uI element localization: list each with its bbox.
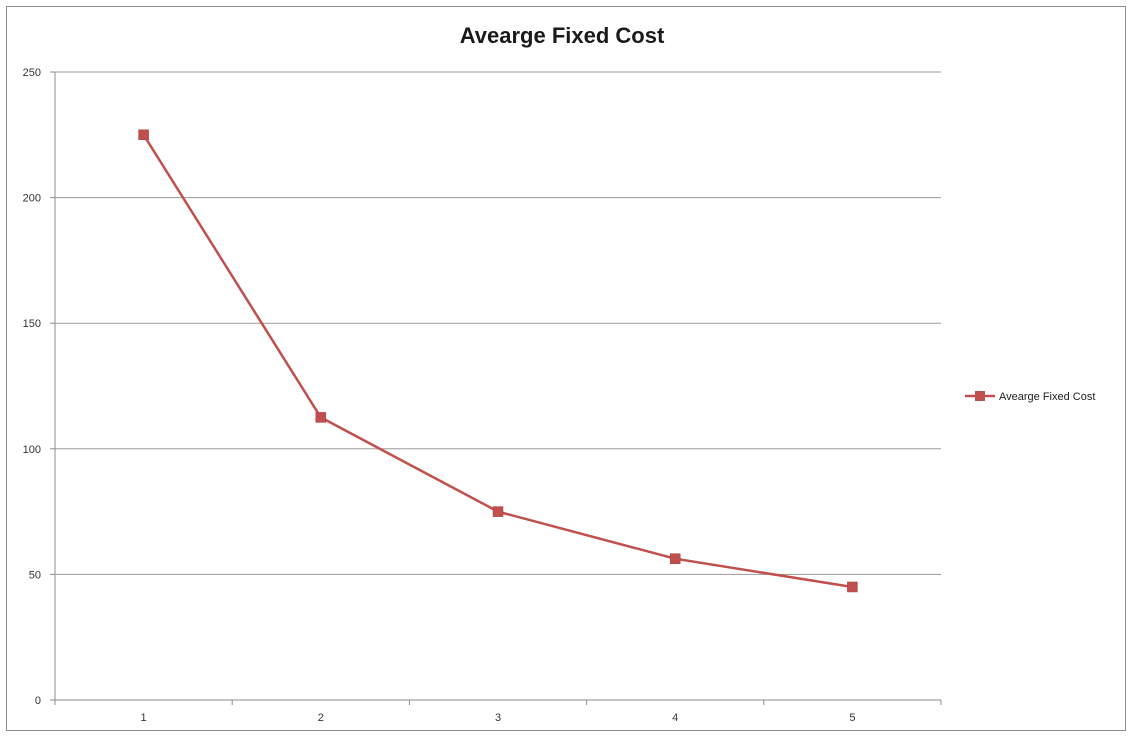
legend-marker: [975, 391, 985, 401]
data-point-marker: [847, 581, 858, 593]
data-point-marker: [315, 412, 327, 423]
x-tick-label: 5: [849, 712, 855, 724]
y-tick-label: 100: [23, 444, 41, 456]
legend: Avearge Fixed Cost: [965, 391, 1095, 403]
data-point-marker: [669, 553, 681, 564]
chart-frame: Avearge Fixed Cost 0 50 100 150 200 250 1 2 3 4 5 …: [6, 6, 1126, 731]
y-tick-label: 150: [23, 318, 41, 330]
x-tick-label: 3: [495, 712, 501, 724]
data-point-marker: [492, 506, 504, 517]
y-tick-label: 0: [35, 695, 41, 707]
y-tick-label: 250: [23, 67, 41, 79]
legend-label: Avearge Fixed Cost: [999, 391, 1095, 403]
series-layer: [138, 129, 858, 593]
chart-title: Avearge Fixed Cost: [460, 23, 665, 48]
series-line: [142, 134, 853, 589]
data-point-marker: [138, 129, 149, 141]
x-tick-label: 4: [672, 712, 678, 724]
y-tick-label: 50: [29, 569, 41, 581]
axes: 0 50 100 150 200 250 1 2 3 4 5: [23, 67, 942, 724]
y-tick-label: 200: [23, 193, 41, 205]
x-tick-label: 2: [318, 712, 324, 724]
gridlines: [55, 71, 941, 701]
x-tick-label: 1: [141, 712, 147, 724]
